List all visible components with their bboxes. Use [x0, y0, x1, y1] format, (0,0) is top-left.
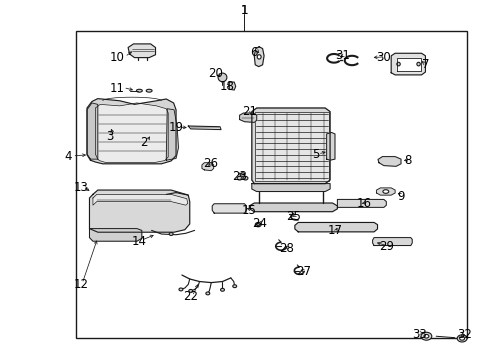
Text: 6: 6	[250, 46, 258, 59]
Polygon shape	[89, 229, 142, 241]
Text: 7: 7	[421, 58, 428, 71]
Polygon shape	[202, 163, 213, 171]
Polygon shape	[377, 157, 400, 166]
Polygon shape	[390, 53, 425, 75]
Ellipse shape	[188, 289, 192, 292]
Ellipse shape	[423, 334, 428, 338]
Text: 16: 16	[356, 197, 371, 210]
Text: 15: 15	[242, 204, 256, 217]
Polygon shape	[372, 238, 411, 246]
Polygon shape	[326, 132, 334, 160]
Polygon shape	[93, 194, 187, 205]
Polygon shape	[188, 126, 221, 130]
Text: 25: 25	[285, 210, 300, 222]
Ellipse shape	[205, 292, 209, 295]
Polygon shape	[249, 203, 337, 212]
Polygon shape	[229, 82, 235, 90]
Ellipse shape	[136, 89, 142, 92]
Ellipse shape	[220, 288, 224, 291]
Text: 3: 3	[106, 130, 114, 143]
Text: 27: 27	[295, 265, 310, 278]
Text: 23: 23	[232, 170, 246, 183]
Text: 2: 2	[140, 136, 148, 149]
Text: 14: 14	[132, 235, 146, 248]
Ellipse shape	[240, 173, 244, 176]
Polygon shape	[239, 113, 256, 122]
Ellipse shape	[456, 335, 466, 342]
Ellipse shape	[255, 222, 261, 227]
Ellipse shape	[256, 224, 259, 226]
Polygon shape	[294, 222, 377, 232]
Ellipse shape	[459, 337, 464, 340]
Ellipse shape	[146, 89, 152, 92]
Text: 32: 32	[456, 328, 471, 341]
Ellipse shape	[232, 285, 236, 288]
Text: 13: 13	[73, 181, 88, 194]
Polygon shape	[251, 108, 329, 184]
Text: 30: 30	[376, 51, 390, 64]
Text: 28: 28	[278, 242, 293, 255]
Text: 8: 8	[404, 154, 411, 167]
Bar	[255, 112, 328, 181]
Ellipse shape	[237, 176, 242, 180]
Polygon shape	[89, 190, 189, 232]
Polygon shape	[87, 103, 98, 159]
Text: 24: 24	[251, 217, 266, 230]
Ellipse shape	[420, 332, 431, 340]
Polygon shape	[95, 103, 168, 162]
Ellipse shape	[179, 288, 183, 291]
Text: 10: 10	[110, 51, 124, 64]
Text: 18: 18	[220, 80, 234, 93]
Text: 31: 31	[334, 49, 349, 62]
Polygon shape	[396, 58, 420, 71]
Text: 21: 21	[242, 105, 256, 118]
Polygon shape	[87, 99, 176, 164]
Ellipse shape	[243, 176, 247, 180]
Polygon shape	[337, 199, 386, 207]
Ellipse shape	[169, 233, 173, 235]
Text: 26: 26	[203, 157, 217, 170]
Text: 20: 20	[207, 67, 222, 80]
Bar	[76, 31, 466, 338]
Polygon shape	[128, 44, 155, 58]
Ellipse shape	[416, 62, 419, 66]
Text: 19: 19	[168, 121, 183, 134]
Polygon shape	[251, 184, 329, 192]
Polygon shape	[376, 188, 394, 195]
Text: 1: 1	[240, 4, 248, 17]
Polygon shape	[166, 109, 178, 160]
Text: 33: 33	[411, 328, 426, 341]
Ellipse shape	[218, 73, 226, 82]
Text: 12: 12	[73, 278, 88, 291]
Text: 17: 17	[327, 224, 342, 237]
Polygon shape	[212, 204, 246, 213]
Ellipse shape	[257, 55, 261, 59]
Text: 4: 4	[64, 150, 72, 163]
Polygon shape	[254, 47, 264, 67]
Text: 29: 29	[378, 240, 393, 253]
Ellipse shape	[382, 190, 388, 193]
Text: 9: 9	[396, 190, 404, 203]
Text: 22: 22	[183, 291, 198, 303]
Ellipse shape	[396, 62, 399, 66]
Text: 5: 5	[311, 148, 319, 161]
Text: 1: 1	[240, 4, 248, 17]
Text: 11: 11	[110, 82, 124, 95]
